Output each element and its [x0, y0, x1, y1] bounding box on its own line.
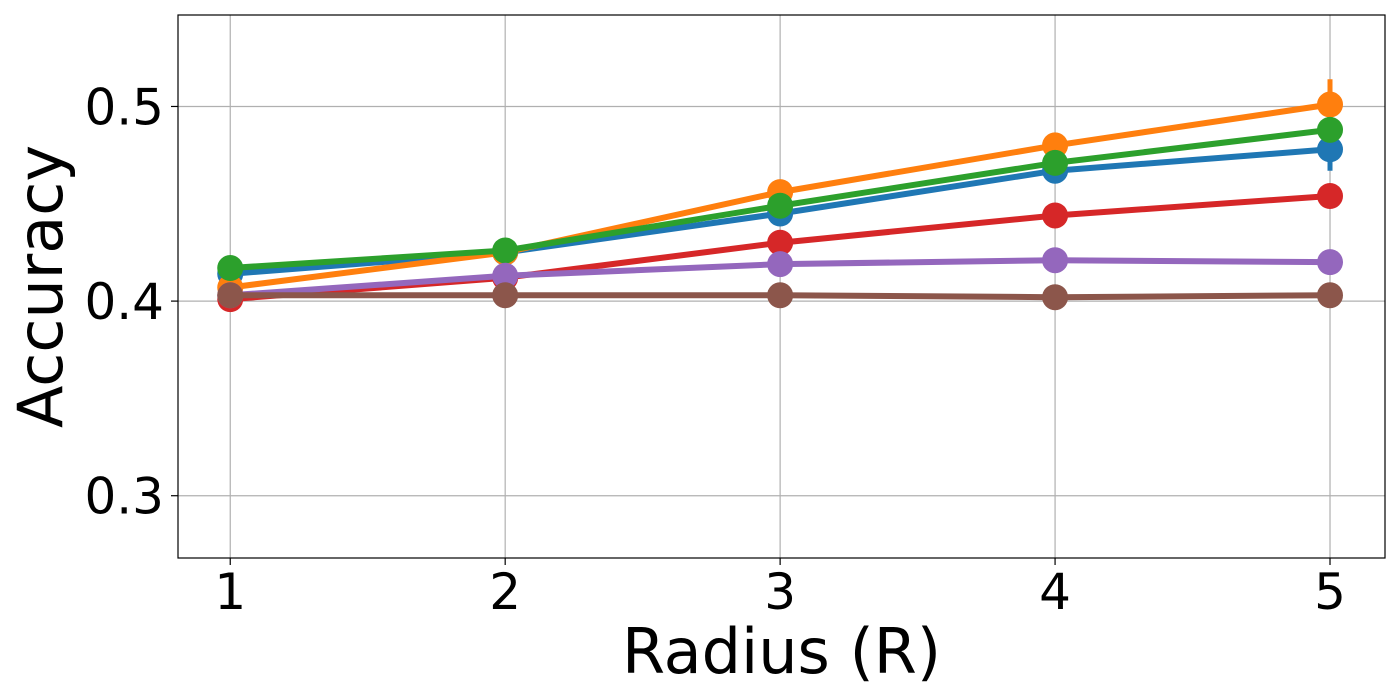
x-tick-label: 3 — [764, 563, 796, 621]
x-tick-label: 4 — [1039, 563, 1071, 621]
y-tick-label: 0.3 — [84, 468, 164, 526]
data-point — [1317, 91, 1344, 118]
data-point — [1317, 136, 1344, 163]
data-point — [1042, 202, 1069, 229]
data-point — [767, 229, 794, 256]
tick-labels: 1 2 3 4 5 0.3 0.4 0.5 — [84, 78, 1345, 621]
data-point — [767, 282, 794, 309]
data-point — [767, 251, 794, 278]
series-3 — [217, 116, 1344, 282]
data-point — [492, 282, 519, 309]
y-axis-title: Accuracy — [4, 145, 77, 428]
plot-frame — [177, 14, 1386, 559]
data-point — [767, 192, 794, 219]
data-point — [1317, 249, 1344, 276]
series-group — [217, 79, 1344, 313]
data-point — [1317, 183, 1344, 209]
data-point — [1317, 116, 1344, 143]
data-point — [492, 237, 519, 264]
x-tick-label: 5 — [1314, 563, 1346, 621]
x-tick-label: 1 — [214, 563, 246, 621]
y-tick-label: 0.5 — [84, 78, 164, 136]
data-point — [217, 255, 244, 282]
data-point — [1317, 282, 1344, 309]
data-point — [1042, 284, 1069, 311]
data-point — [1042, 247, 1069, 274]
data-point — [1042, 149, 1069, 176]
data-point — [492, 262, 519, 289]
x-axis-title: Radius (R) — [622, 615, 941, 688]
y-tick-label: 0.4 — [84, 273, 164, 331]
series-6 — [217, 282, 1344, 311]
x-tick-label: 2 — [489, 563, 521, 621]
data-point — [217, 282, 244, 309]
